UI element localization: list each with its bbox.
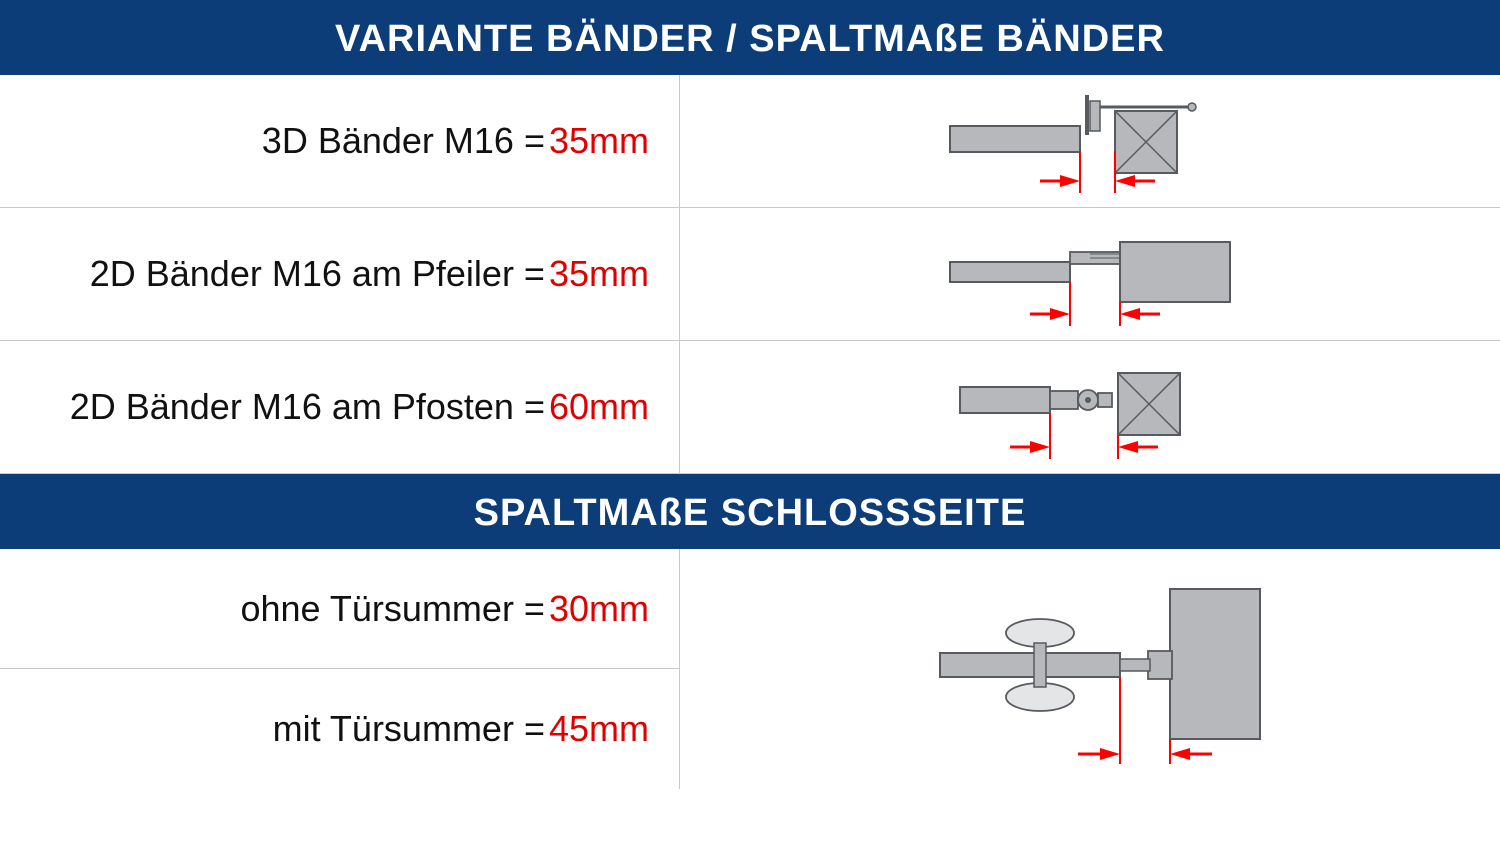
row0-diagram-cell (680, 75, 1500, 207)
section1-title: VARIANTE BÄNDER / SPALTMAßE BÄNDER (335, 18, 1165, 60)
row2-text-cell: 2D Bänder M16 am Pfosten = 60mm (0, 341, 680, 473)
lock-text-stack: ohne Türsummer = 30mm mit Türsummer = 45… (0, 549, 680, 789)
row0-label: 3D Bänder M16 = (262, 120, 545, 162)
hinge-3d-post-icon (940, 81, 1240, 201)
row2-diagram-cell (680, 341, 1500, 473)
row1-text-cell: 2D Bänder M16 am Pfeiler = 35mm (0, 208, 680, 340)
row1-value: 35mm (549, 253, 649, 295)
section2-header: SPALTMAßE SCHLOSSSEITE (0, 474, 1500, 549)
lock-row1-text-cell: mit Türsummer = 45mm (0, 669, 680, 789)
row2-label: 2D Bänder M16 am Pfosten = (70, 386, 545, 428)
row1-diagram-cell (680, 208, 1500, 340)
table-row: 3D Bänder M16 = 35mm (0, 75, 1500, 208)
lock-row: ohne Türsummer = 30mm mit Türsummer = 45… (0, 549, 1500, 789)
lock-diagram-cell (680, 549, 1500, 789)
spec-table: VARIANTE BÄNDER / SPALTMAßE BÄNDER 3D Bä… (0, 0, 1500, 789)
table-row: 2D Bänder M16 am Pfosten = 60mm (0, 341, 1500, 474)
row0-value: 35mm (549, 120, 649, 162)
lock-side-icon (910, 559, 1270, 779)
table-row: 2D Bänder M16 am Pfeiler = 35mm (0, 208, 1500, 341)
hinge-2d-pillar-icon (940, 214, 1240, 334)
lock-row0-label: ohne Türsummer = (240, 588, 544, 630)
row0-text-cell: 3D Bänder M16 = 35mm (0, 75, 680, 207)
hinge-2d-post-icon (940, 347, 1240, 467)
row2-value: 60mm (549, 386, 649, 428)
lock-row1-label: mit Türsummer = (273, 708, 545, 750)
lock-row0-text-cell: ohne Türsummer = 30mm (0, 549, 680, 669)
section2-title: SPALTMAßE SCHLOSSSEITE (474, 492, 1027, 534)
row1-label: 2D Bänder M16 am Pfeiler = (90, 253, 545, 295)
lock-row0-value: 30mm (549, 588, 649, 630)
section1-header: VARIANTE BÄNDER / SPALTMAßE BÄNDER (0, 0, 1500, 75)
lock-row1-value: 45mm (549, 708, 649, 750)
